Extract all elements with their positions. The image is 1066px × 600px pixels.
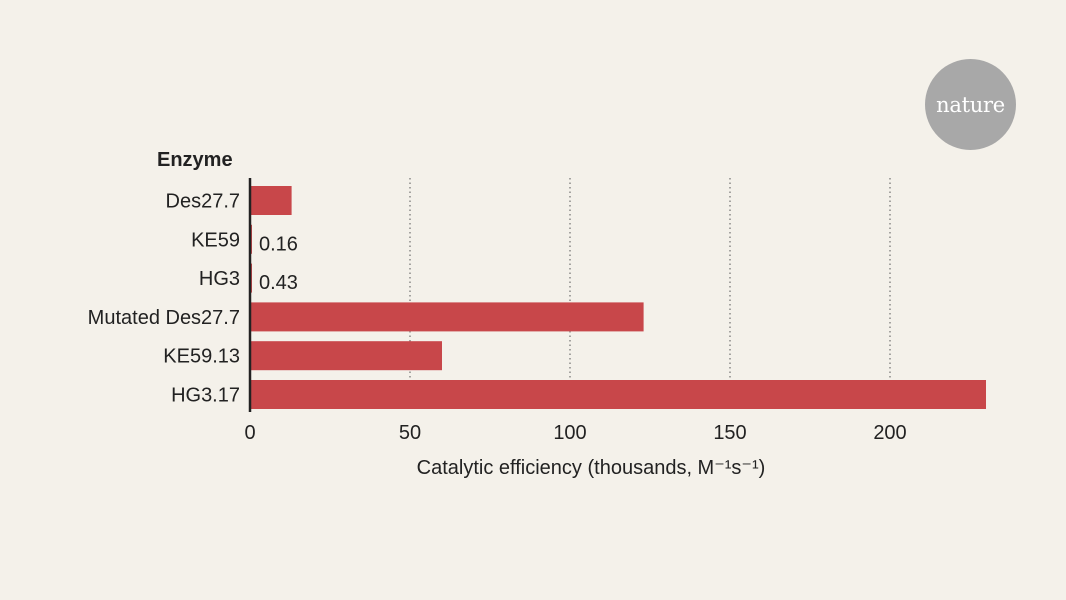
category-label: HG3 [199, 268, 240, 290]
bar [250, 341, 442, 371]
x-tick-label: 50 [399, 422, 421, 444]
bar [250, 186, 292, 215]
category-label: KE59 [191, 229, 240, 251]
grid-lines [409, 178, 891, 412]
category-labels: Des27.7 KE59 HG3 Mutated Des27.7 KE59.13 HG3.… [88, 191, 240, 407]
category-label: HG3.17 [171, 385, 240, 407]
bar [250, 380, 986, 409]
data-labels: 0.16 0.43 [259, 233, 298, 294]
bars [250, 186, 986, 409]
data-label: 0.43 [259, 272, 298, 294]
category-label: Des27.7 [166, 191, 241, 213]
x-tick-label: 100 [553, 422, 586, 444]
x-tick-label: 150 [713, 422, 746, 444]
nature-logo: nature [925, 59, 1016, 150]
x-tick-label: 0 [244, 422, 255, 444]
category-label: Mutated Des27.7 [88, 307, 240, 329]
bar [250, 302, 644, 332]
category-axis-title: Enzyme [157, 149, 233, 171]
x-tick-label: 200 [873, 422, 906, 444]
data-label: 0.16 [259, 233, 298, 255]
x-tick-labels: 0 50 100 150 200 [244, 422, 906, 444]
category-label: KE59.13 [163, 346, 240, 368]
x-axis-title: Catalytic efficiency (thousands, M⁻¹s⁻¹) [417, 457, 766, 479]
logo-text: nature [936, 92, 1005, 117]
